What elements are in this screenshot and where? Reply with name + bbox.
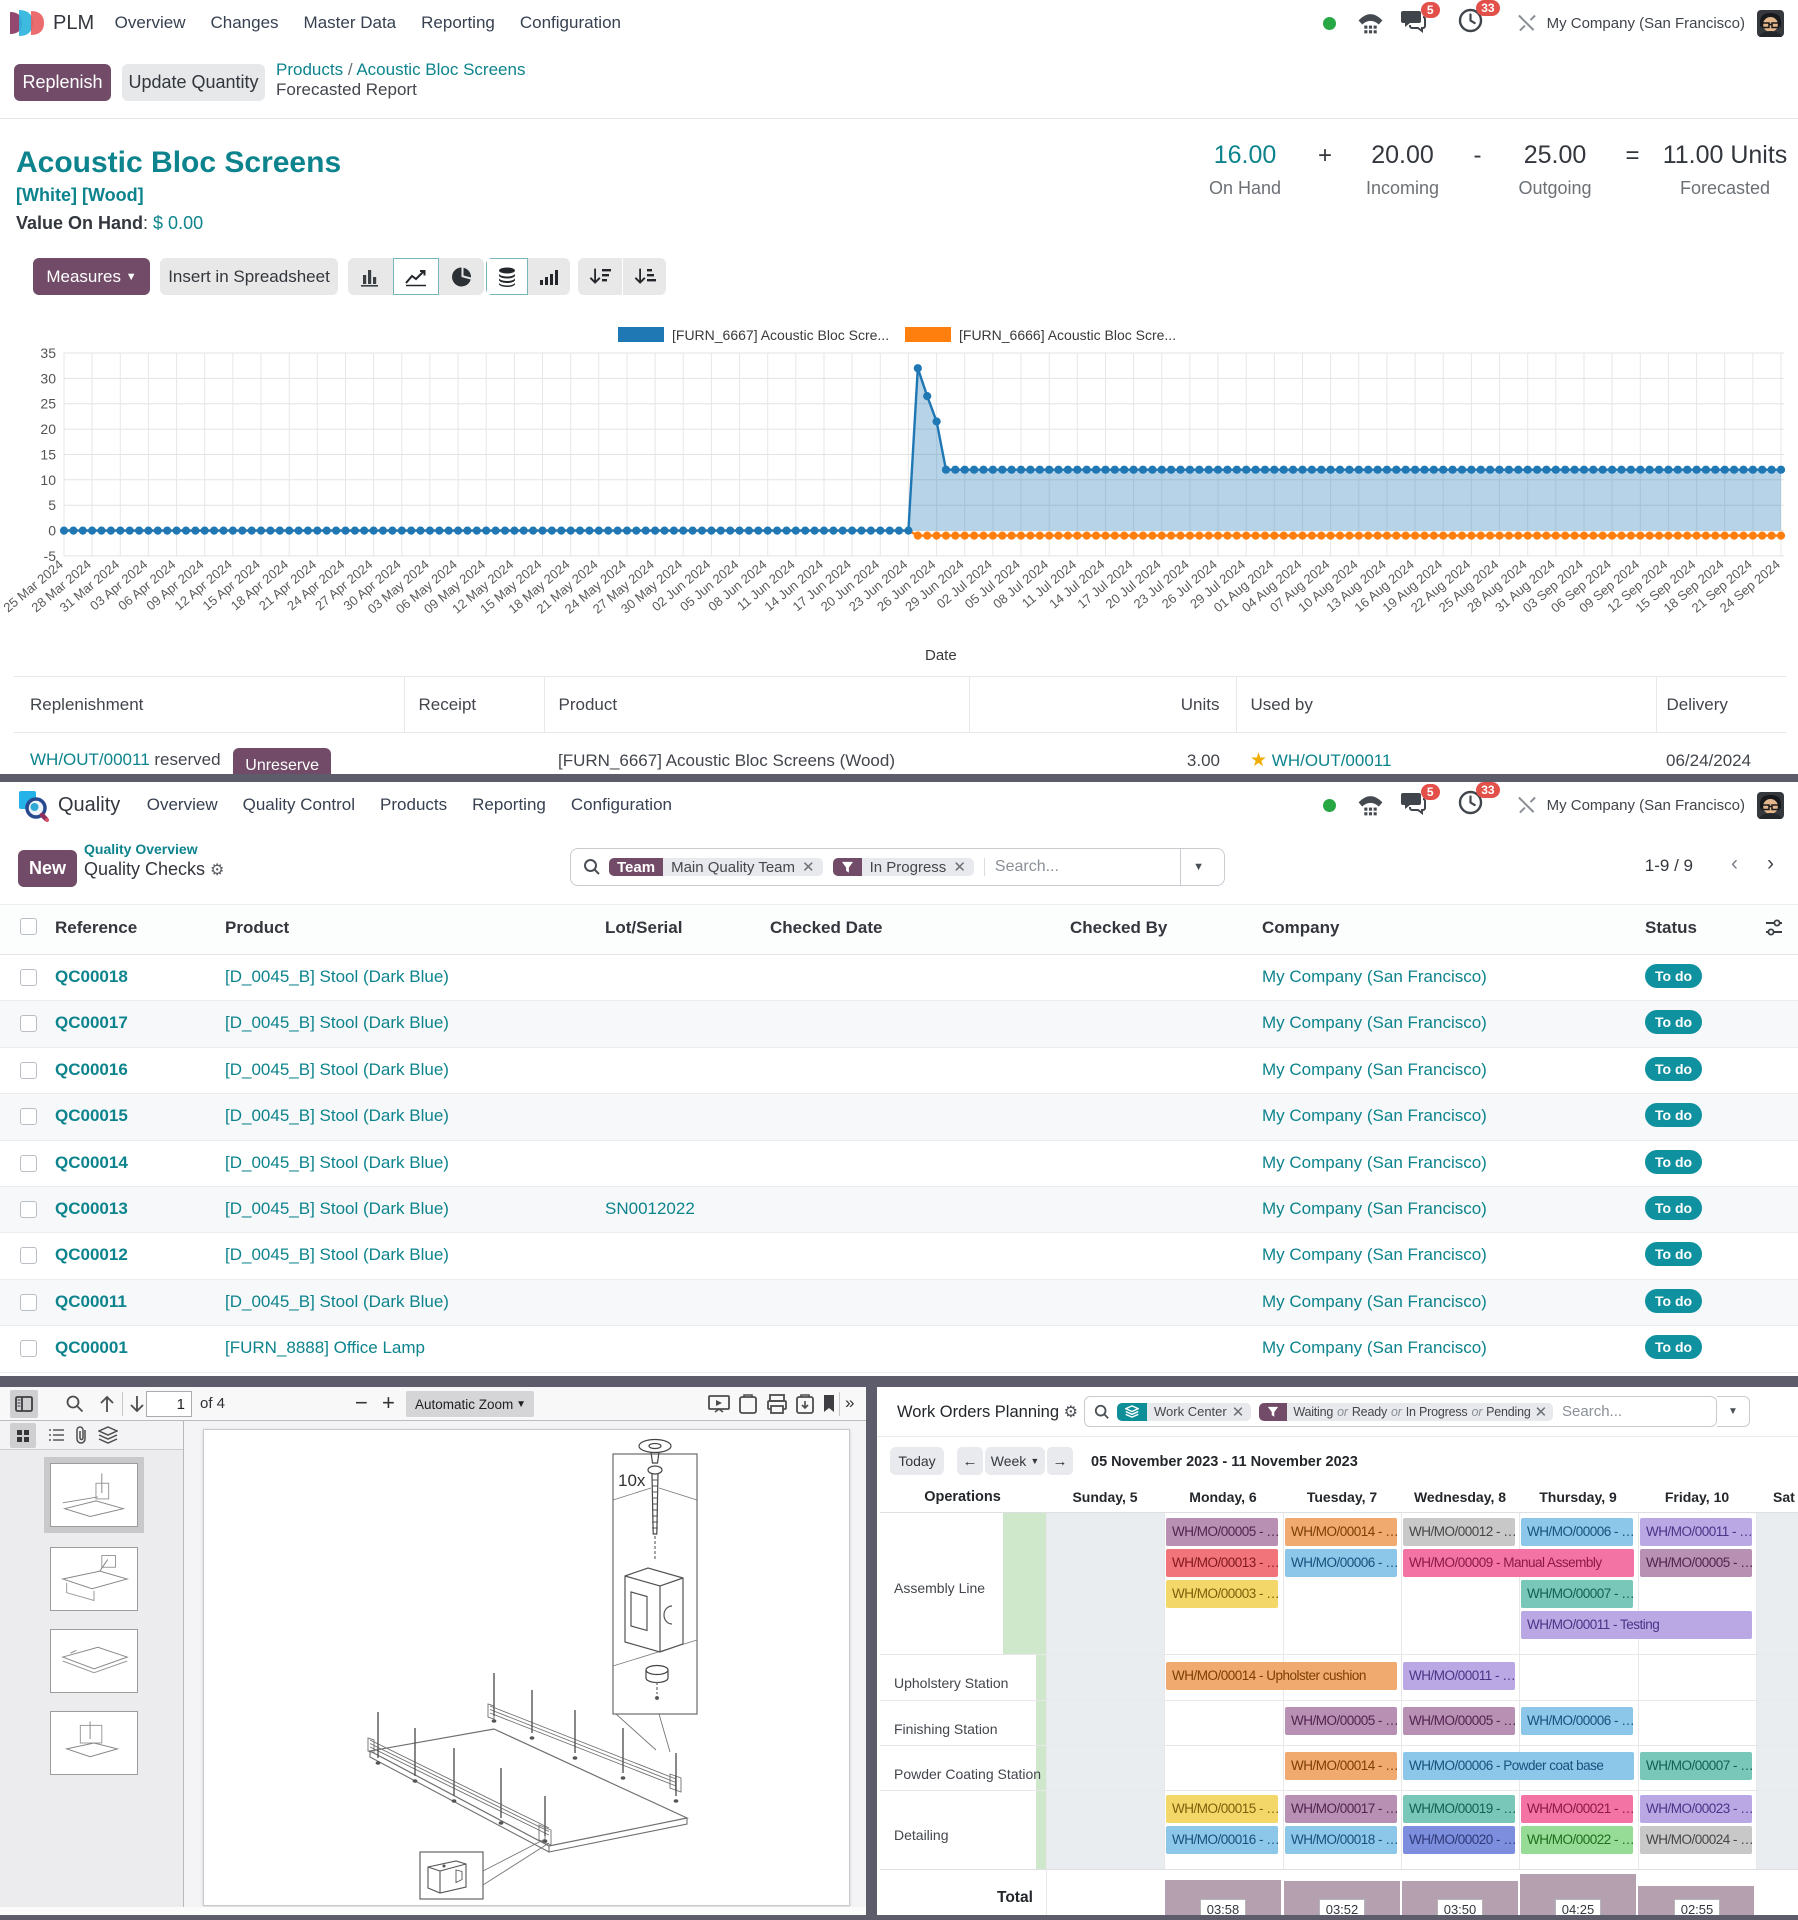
svg-text:25 Mar 2024: 25 Mar 2024 <box>0 557 66 615</box>
svg-text:06 Apr 2024: 06 Apr 2024 <box>115 557 178 614</box>
svg-text:24 Sep 2024: 24 Sep 2024 <box>1717 557 1783 616</box>
svg-text:0: 0 <box>48 523 56 539</box>
svg-text:20 Jun 2024: 20 Jun 2024 <box>818 557 882 615</box>
svg-text:26 Jun 2024: 26 Jun 2024 <box>874 557 938 615</box>
svg-text:03 Apr 2024: 03 Apr 2024 <box>87 557 150 614</box>
svg-text:08 Jul 2024: 08 Jul 2024 <box>990 557 1051 612</box>
svg-text:27 May 2024: 27 May 2024 <box>590 557 657 617</box>
svg-text:10x: 10x <box>618 1471 646 1490</box>
svg-text:31 Mar 2024: 31 Mar 2024 <box>57 557 123 615</box>
svg-text:05 Jul 2024: 05 Jul 2024 <box>962 557 1023 612</box>
svg-text:09 Sep 2024: 09 Sep 2024 <box>1576 557 1642 616</box>
svg-text:15 Apr 2024: 15 Apr 2024 <box>200 557 263 614</box>
svg-text:14 Jun 2024: 14 Jun 2024 <box>761 557 825 615</box>
svg-text:11 Jun 2024: 11 Jun 2024 <box>734 557 798 614</box>
svg-text:29 Jul 2024: 29 Jul 2024 <box>1187 557 1248 612</box>
svg-text:15 May 2024: 15 May 2024 <box>477 557 544 617</box>
svg-text:13 Aug 2024: 13 Aug 2024 <box>1323 557 1389 615</box>
svg-text:09 Apr 2024: 09 Apr 2024 <box>143 557 206 614</box>
svg-text:25 Aug 2024: 25 Aug 2024 <box>1436 557 1502 615</box>
svg-text:14 Jul 2024: 14 Jul 2024 <box>1046 557 1107 612</box>
svg-text:12 May 2024: 12 May 2024 <box>449 557 516 617</box>
svg-text:35: 35 <box>40 345 56 361</box>
svg-text:03 May 2024: 03 May 2024 <box>365 557 432 617</box>
svg-text:18 Apr 2024: 18 Apr 2024 <box>228 557 291 614</box>
svg-text:15: 15 <box>40 447 56 463</box>
svg-text:04 Aug 2024: 04 Aug 2024 <box>1239 557 1305 615</box>
svg-text:21 Apr 2024: 21 Apr 2024 <box>256 557 319 614</box>
svg-text:08 Jun 2024: 08 Jun 2024 <box>705 557 769 615</box>
svg-text:22 Aug 2024: 22 Aug 2024 <box>1408 557 1474 615</box>
svg-text:07 Aug 2024: 07 Aug 2024 <box>1267 557 1333 615</box>
svg-text:5: 5 <box>48 497 56 513</box>
svg-text:06 May 2024: 06 May 2024 <box>393 557 460 617</box>
svg-text:24 May 2024: 24 May 2024 <box>562 557 629 617</box>
svg-text:-5: -5 <box>44 548 57 564</box>
svg-text:03 Sep 2024: 03 Sep 2024 <box>1520 557 1586 616</box>
svg-text:18 May 2024: 18 May 2024 <box>505 557 572 617</box>
svg-text:20: 20 <box>40 421 56 437</box>
svg-text:21 May 2024: 21 May 2024 <box>534 557 601 617</box>
svg-text:28 Aug 2024: 28 Aug 2024 <box>1464 557 1530 615</box>
svg-text:05 Jun 2024: 05 Jun 2024 <box>677 557 741 615</box>
svg-text:23 Jun 2024: 23 Jun 2024 <box>846 557 910 615</box>
svg-text:10: 10 <box>40 472 56 488</box>
svg-text:24 Apr 2024: 24 Apr 2024 <box>284 557 347 614</box>
svg-text:23 Jul 2024: 23 Jul 2024 <box>1131 557 1192 612</box>
svg-text:26 Jul 2024: 26 Jul 2024 <box>1159 557 1220 612</box>
svg-text:10 Aug 2024: 10 Aug 2024 <box>1295 557 1361 615</box>
svg-text:01 Aug 2024: 01 Aug 2024 <box>1211 557 1277 615</box>
svg-text:17 Jun 2024: 17 Jun 2024 <box>790 557 854 615</box>
svg-text:[FURN_6666] Acoustic Bloc Scre: [FURN_6666] Acoustic Bloc Scre... <box>959 327 1176 343</box>
svg-text:02 Jul 2024: 02 Jul 2024 <box>934 557 995 612</box>
svg-text:06 Sep 2024: 06 Sep 2024 <box>1548 557 1614 616</box>
svg-text:15 Sep 2024: 15 Sep 2024 <box>1632 557 1698 616</box>
svg-text:02 Jun 2024: 02 Jun 2024 <box>649 557 713 615</box>
svg-text:11 Jul 2024: 11 Jul 2024 <box>1019 557 1079 611</box>
svg-text:30 May 2024: 30 May 2024 <box>618 557 685 617</box>
svg-text:30 Apr 2024: 30 Apr 2024 <box>340 557 403 614</box>
svg-text:16 Aug 2024: 16 Aug 2024 <box>1351 557 1417 615</box>
svg-text:17 Jul 2024: 17 Jul 2024 <box>1074 557 1135 612</box>
svg-text:31 Aug 2024: 31 Aug 2024 <box>1492 557 1558 615</box>
svg-text:18 Sep 2024: 18 Sep 2024 <box>1661 557 1727 616</box>
svg-text:Date: Date <box>925 647 957 664</box>
svg-text:28 Mar 2024: 28 Mar 2024 <box>28 557 94 615</box>
svg-text:27 Apr 2024: 27 Apr 2024 <box>312 557 375 614</box>
svg-text:29 Jun 2024: 29 Jun 2024 <box>902 557 966 615</box>
svg-text:25: 25 <box>40 396 56 412</box>
svg-text:30: 30 <box>40 370 56 386</box>
svg-text:[FURN_6667] Acoustic Bloc Scre: [FURN_6667] Acoustic Bloc Scre... <box>672 327 889 343</box>
svg-text:19 Aug 2024: 19 Aug 2024 <box>1380 557 1446 615</box>
svg-text:20 Jul 2024: 20 Jul 2024 <box>1103 557 1164 612</box>
svg-text:12 Sep 2024: 12 Sep 2024 <box>1604 557 1670 616</box>
svg-text:09 May 2024: 09 May 2024 <box>421 557 488 617</box>
svg-text:21 Sep 2024: 21 Sep 2024 <box>1689 557 1755 616</box>
svg-text:12 Apr 2024: 12 Apr 2024 <box>171 557 234 614</box>
